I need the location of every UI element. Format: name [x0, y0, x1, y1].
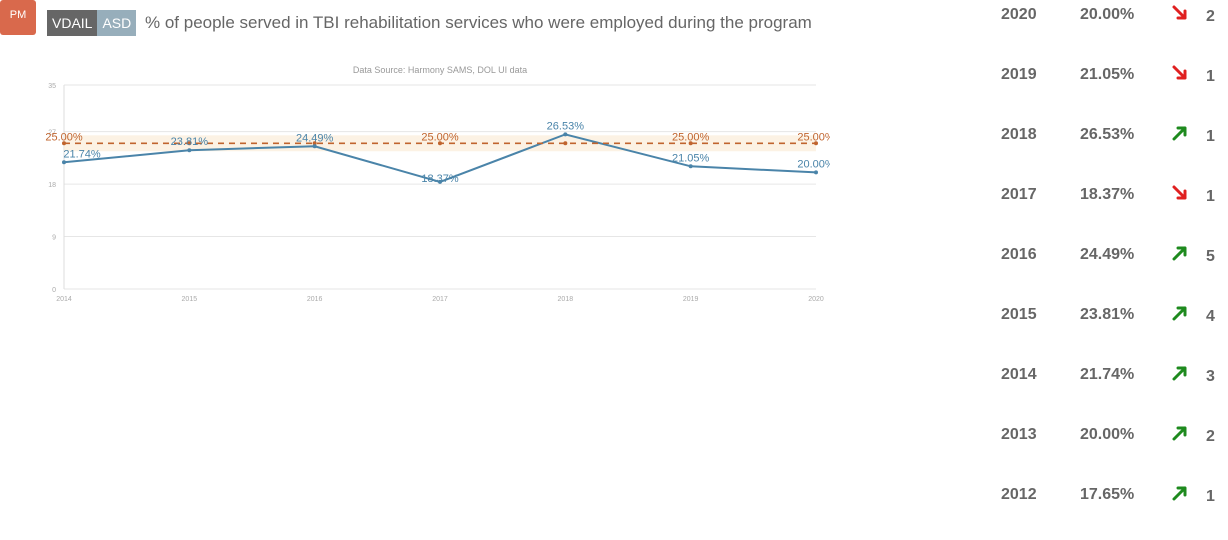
year-label: 2012	[1001, 486, 1037, 503]
chart-title: Data Source: Harmony SAMS, DOL UI data	[353, 65, 527, 75]
x-tick-label: 2018	[558, 296, 574, 303]
target-label: 25.00%	[421, 131, 459, 143]
actual-label: 26.53%	[547, 120, 585, 132]
year-count: 1	[1206, 188, 1215, 205]
trend-up-arrow-icon	[1172, 306, 1187, 321]
year-label: 2013	[1001, 426, 1037, 443]
pm-badge[interactable]: PM	[0, 0, 36, 35]
trend-up-arrow-icon	[1172, 126, 1187, 141]
year-value: 26.53%	[1080, 126, 1135, 143]
year-label: 2017	[1001, 186, 1037, 203]
year-label: 2015	[1001, 306, 1037, 323]
actual-point	[312, 144, 317, 149]
trend-up-arrow-icon	[1172, 426, 1187, 441]
x-tick-label: 2015	[182, 296, 198, 303]
year-label: 2014	[1001, 366, 1037, 383]
year-count: 1	[1206, 128, 1215, 145]
target-point	[688, 141, 693, 146]
year-row[interactable]: 2012 17.65% 1	[975, 480, 1228, 540]
year-row[interactable]: 2020 20.00% 2	[975, 0, 1228, 60]
x-tick-label: 2019	[683, 296, 699, 303]
actual-point	[688, 164, 693, 169]
year-row[interactable]: 2018 26.53% 1	[975, 120, 1228, 180]
trend-down-arrow-icon	[1172, 185, 1187, 200]
year-count: 1	[1206, 488, 1215, 505]
year-value: 24.49%	[1080, 246, 1135, 263]
line-chart: Data Source: Harmony SAMS, DOL UI data 0 9…	[45, 65, 830, 303]
target-label: 25.00%	[672, 131, 710, 143]
year-label: 2020	[1001, 6, 1037, 23]
year-label: 2019	[1001, 66, 1037, 83]
target-label: 25.00%	[797, 131, 830, 143]
x-tick-label: 2014	[56, 296, 72, 303]
y-tick-label: 9	[52, 235, 56, 242]
target-point	[438, 141, 442, 146]
x-tick-label: 2017	[432, 296, 448, 303]
target-point	[187, 141, 192, 146]
y-tick-label: 27	[48, 130, 56, 137]
actual-label: 20.00%	[797, 158, 830, 170]
actual-label: 21.74%	[63, 148, 101, 160]
year-value: 21.74%	[1080, 366, 1135, 383]
trend-up-arrow-icon	[1172, 366, 1187, 381]
tag-asd[interactable]: ASD	[97, 10, 137, 36]
tag-vdail[interactable]: VDAIL	[47, 10, 98, 36]
year-count: 1	[1206, 68, 1215, 85]
year-row[interactable]: 2014 21.74% 3	[975, 360, 1228, 420]
year-count: 4	[1206, 308, 1215, 325]
year-count: 2	[1206, 428, 1215, 445]
actual-point	[438, 179, 442, 184]
measure-title[interactable]: % of people served in TBI rehabilitation…	[145, 13, 812, 32]
year-summary-table: 2020 20.00% 2 2019 21.05% 1 2018 26.53% 1 2017 18.…	[975, 0, 1228, 540]
year-count: 3	[1206, 368, 1215, 385]
year-count: 5	[1206, 248, 1215, 265]
year-label: 2016	[1001, 246, 1037, 263]
target-point	[62, 141, 66, 146]
target-point	[312, 141, 317, 146]
year-value: 20.00%	[1080, 426, 1135, 443]
trend-up-arrow-icon	[1172, 246, 1187, 261]
year-value: 20.00%	[1080, 6, 1135, 23]
actual-label: 23.81%	[171, 136, 209, 148]
actual-label: 21.05%	[672, 152, 710, 164]
year-row[interactable]: 2015 23.81% 4	[975, 300, 1228, 360]
actual-label: 24.49%	[296, 132, 334, 144]
program-tags: VDAIL ASD	[47, 10, 137, 36]
target-label: 25.00%	[45, 131, 83, 143]
actual-point	[187, 148, 192, 153]
trend-down-arrow-icon	[1172, 5, 1187, 20]
actual-point	[814, 170, 818, 175]
year-count: 2	[1206, 8, 1215, 25]
year-row[interactable]: 2019 21.05% 1	[975, 60, 1228, 120]
year-value: 18.37%	[1080, 186, 1135, 203]
year-value: 17.65%	[1080, 486, 1135, 503]
x-tick-label: 2020	[808, 296, 824, 303]
year-row[interactable]: 2016 24.49% 5	[975, 240, 1228, 300]
year-row[interactable]: 2017 18.37% 1	[975, 180, 1228, 240]
year-row[interactable]: 2013 20.00% 2	[975, 420, 1228, 480]
actual-point	[563, 132, 568, 137]
x-tick-label: 2016	[307, 296, 323, 303]
year-label: 2018	[1001, 126, 1037, 143]
y-tick-label: 18	[48, 182, 56, 189]
trend-down-arrow-icon	[1172, 65, 1187, 80]
target-point	[563, 141, 568, 146]
target-point	[814, 141, 818, 146]
y-tick-label: 35	[48, 83, 56, 90]
trend-up-arrow-icon	[1172, 486, 1187, 501]
actual-label: 18.37%	[421, 173, 459, 185]
actual-point	[62, 160, 66, 165]
y-tick-label: 0	[52, 287, 56, 294]
year-value: 23.81%	[1080, 306, 1135, 323]
year-value: 21.05%	[1080, 66, 1135, 83]
